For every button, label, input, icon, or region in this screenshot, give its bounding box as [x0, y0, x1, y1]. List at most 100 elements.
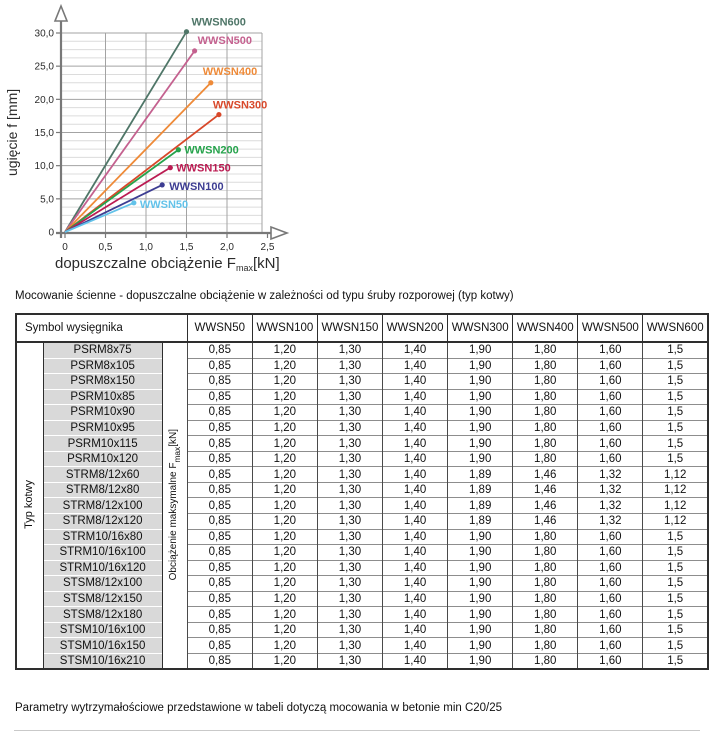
column-header-wwsn600: WWSN600 [642, 314, 708, 343]
table-row: STSM10/16x150 0,85 1,20 1,30 1,40 1,90 1,80 1,6… [16, 637, 708, 654]
x-axis-title: dopuszczalne obciążenie Fmax[kN] [55, 255, 280, 273]
table-caption: Mocowanie ścienne - dopuszczalne obciąże… [15, 290, 514, 302]
value-cell: 1,40 [382, 513, 448, 530]
value-cell: 1,20 [251, 419, 318, 436]
value-cell: 0,85 [186, 652, 253, 670]
value-cell: 1,60 [577, 575, 643, 592]
series-label: WWSN100 [169, 181, 223, 193]
value-cell: 1,30 [316, 513, 383, 530]
row-symbol: STSM10/16x210 [42, 652, 163, 670]
value-cell: 1,90 [447, 652, 513, 670]
value-cell: 1,80 [512, 590, 578, 607]
value-cell: 1,46 [512, 513, 578, 530]
value-cell: 1,30 [316, 342, 383, 359]
value-cell: 1,80 [512, 637, 578, 654]
endpoint-marker [131, 200, 137, 206]
table-row: PSRM10x90 0,85 1,20 1,30 1,40 1,90 1,80 1,60 1,5 [16, 404, 708, 421]
chart-canvas: 0 5,0 10,0 15,0 20,0 25,0 30,0 0 0,5 1,0 1,5 2,0 2,5… [4, 3, 290, 273]
endpoint-marker [216, 111, 222, 118]
value-cell: 1,90 [447, 544, 513, 561]
row-symbol: STRM8/12x120 [42, 513, 163, 530]
table-row: STRM8/12x100 0,85 1,20 1,30 1,40 1,89 1,46 1,32… [16, 497, 708, 514]
value-cell: 1,40 [382, 559, 448, 576]
column-header-wwsn50: WWSN50 [186, 314, 253, 343]
table-row: STRM8/12x120 0,85 1,20 1,30 1,40 1,89 1,46 1,32… [16, 513, 708, 530]
endpoint-marker [183, 29, 190, 35]
value-cell: 1,80 [512, 373, 578, 390]
value-cell: 1,30 [316, 590, 383, 607]
row-symbol: PSRM8x75 [42, 342, 163, 359]
deflection-load-chart: 0 5,0 10,0 15,0 20,0 25,0 30,0 0 0,5 1,0 1,5 2,0 2,5… [0, 0, 310, 286]
value-cell: 1,32 [577, 481, 643, 498]
column-header-wwsn300: WWSN300 [447, 314, 513, 343]
value-cell: 1,90 [447, 590, 513, 607]
table-row: STRM10/16x120 0,85 1,20 1,30 1,40 1,90 1,80 1,6… [16, 559, 708, 576]
value-cell: 1,40 [382, 575, 448, 592]
value-cell: 1,40 [382, 606, 448, 623]
series-label: WWSN50 [140, 199, 188, 211]
gridlines [62, 32, 263, 232]
endpoint-marker [167, 165, 173, 171]
value-cell: 1,20 [251, 466, 318, 483]
value-cell: 0,85 [186, 637, 253, 654]
value-cell: 1,32 [577, 497, 643, 514]
row-symbol: PSRM10x85 [42, 388, 163, 405]
value-cell: 1,40 [382, 357, 448, 374]
value-cell: 1,30 [316, 652, 383, 670]
svg-text:0: 0 [62, 242, 68, 253]
table-row: PSRM10x115 0,85 1,20 1,30 1,40 1,90 1,80 1,60 1,… [16, 435, 708, 452]
value-cell: 1,5 [642, 388, 708, 405]
value-cell: 0,85 [186, 559, 253, 576]
table-row: PSRM10x85 0,85 1,20 1,30 1,40 1,90 1,80 1,60 1,5 [16, 388, 708, 405]
value-cell: 1,40 [382, 528, 448, 545]
value-cell: 1,46 [512, 466, 578, 483]
y-axis-title: ugięcie f [mm] [4, 89, 20, 176]
x-axis-arrow-icon [270, 225, 290, 241]
value-cell: 1,90 [447, 373, 513, 390]
value-cell: 1,40 [382, 419, 448, 436]
value-cell: 1,60 [577, 435, 643, 452]
row-symbol: PSRM10x90 [42, 404, 163, 421]
row-symbol: PSRM8x150 [42, 373, 163, 390]
value-cell: 1,90 [447, 388, 513, 405]
value-cell: 1,20 [251, 637, 318, 654]
table-row: STSM10/16x100 0,85 1,20 1,30 1,40 1,90 1,80 1,6… [16, 621, 708, 638]
value-cell: 1,40 [382, 652, 448, 670]
value-cell: 1,5 [642, 357, 708, 374]
value-cell: 1,90 [447, 606, 513, 623]
value-cell: 0,85 [186, 404, 253, 421]
values-axis-label: Obciążenie maksymalne Fmax[kN] [161, 342, 188, 670]
column-header-wwsn500: WWSN500 [577, 314, 643, 343]
value-cell: 1,80 [512, 621, 578, 638]
value-cell: 1,20 [251, 388, 318, 405]
table-row: PSRM10x95 0,85 1,20 1,30 1,40 1,90 1,80 1,60 1,5 [16, 419, 708, 436]
value-cell: 1,5 [642, 606, 708, 623]
series-label: WWSN300 [213, 100, 267, 112]
axes [56, 20, 272, 238]
table-row: PSRM8x105 0,85 1,20 1,30 1,40 1,90 1,80 1,60 1,5 [16, 357, 708, 374]
series-WWSN150: WWSN150 [64, 163, 231, 233]
value-cell: 1,80 [512, 419, 578, 436]
table-row: PSRM8x150 0,85 1,20 1,30 1,40 1,90 1,80 1,60 1,5 [16, 373, 708, 390]
value-cell: 1,60 [577, 544, 643, 561]
value-cell: 1,80 [512, 652, 578, 670]
series-WWSN600: WWSN600 [64, 17, 246, 233]
value-cell: 1,90 [447, 357, 513, 374]
value-cell: 1,12 [642, 513, 708, 530]
value-cell: 1,5 [642, 342, 708, 359]
row-symbol: PSRM10x120 [42, 450, 163, 467]
value-cell: 0,85 [186, 373, 253, 390]
row-symbol: PSRM10x95 [42, 419, 163, 436]
value-cell: 1,5 [642, 419, 708, 436]
endpoint-marker [175, 147, 181, 153]
row-symbol: STSM8/12x180 [42, 606, 163, 623]
table-row: STSM8/12x150 0,85 1,20 1,30 1,40 1,90 1,80 1,60… [16, 590, 708, 607]
column-header-wwsn200: WWSN200 [382, 314, 448, 343]
endpoint-marker [192, 48, 198, 54]
table-row: STRM10/16x80 0,85 1,20 1,30 1,40 1,90 1,80 1,60… [16, 528, 708, 545]
endpoint-marker [159, 182, 165, 188]
value-cell: 0,85 [186, 450, 253, 467]
value-cell: 1,80 [512, 559, 578, 576]
value-cell: 1,40 [382, 544, 448, 561]
svg-text:25,0: 25,0 [35, 62, 55, 73]
